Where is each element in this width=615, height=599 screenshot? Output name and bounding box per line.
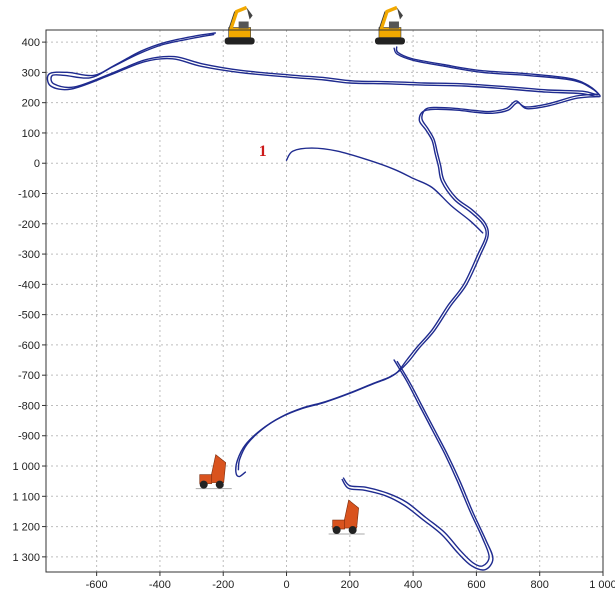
excavator-icon	[374, 5, 405, 45]
truck-wheel	[348, 526, 357, 535]
y-tick-label: -200	[18, 219, 40, 231]
track-line-4	[237, 93, 598, 471]
y-tick-label: -700	[18, 370, 40, 382]
track-line-6	[342, 359, 490, 567]
y-tick-label: -600	[18, 340, 40, 352]
y-tick-label: 1 100	[12, 491, 40, 503]
y-tick-label: -300	[18, 249, 40, 261]
excavator-arm-edge	[378, 11, 386, 30]
y-tick-label: -800	[18, 400, 40, 412]
y-tick-label: 300	[22, 67, 40, 79]
x-tick-label: -600	[86, 579, 108, 591]
truck-wheel	[215, 480, 224, 489]
plot-frame	[45, 29, 604, 573]
track-line-1	[46, 32, 601, 98]
y-tick-label: -400	[18, 279, 40, 291]
excavator-tracks	[374, 37, 405, 45]
excavator-tracks	[224, 37, 255, 45]
axes: -600 -400 -200 0 200 400 600 800 1 000 400 300 200 1…	[12, 29, 615, 591]
y-tick-label: -900	[18, 431, 40, 443]
excavator-bucket	[396, 7, 403, 20]
grid	[46, 30, 604, 572]
dump-truck-icon	[328, 499, 365, 535]
x-tick-label: 800	[531, 579, 549, 591]
y-tick-label: -500	[18, 310, 40, 322]
point-label: 1	[259, 143, 267, 160]
y-tick-label: -100	[18, 189, 40, 201]
y-tick-label: 100	[22, 128, 40, 140]
x-tick-label: -400	[149, 579, 171, 591]
excavator-cab	[238, 21, 249, 29]
x-tick-label: -200	[212, 579, 234, 591]
truck-wheel	[199, 480, 208, 489]
excavator-icon	[224, 5, 255, 45]
track-line-7	[341, 360, 494, 571]
track-series	[46, 32, 601, 571]
y-tick-label: 1 200	[12, 522, 40, 534]
annotations: 1	[259, 143, 267, 160]
x-tick-label: 0	[283, 579, 289, 591]
y-tick-label: 1 300	[12, 552, 40, 564]
excavator-bucket	[246, 7, 253, 20]
y-tick-label: 1 000	[12, 461, 40, 473]
truck-dump-bed	[209, 454, 227, 483]
truck-dump-bed	[342, 499, 359, 529]
excavator-arm	[379, 5, 398, 31]
excavator-cab	[388, 21, 399, 29]
dump-truck-icon	[195, 454, 232, 490]
excavator-arm-edge	[228, 11, 236, 30]
truck-wheel	[332, 526, 341, 535]
y-tick-label: 400	[22, 37, 40, 49]
y-tick-label: 200	[22, 98, 40, 110]
equipment-markers	[195, 5, 405, 535]
track-line-2	[50, 33, 600, 96]
excavator-arm	[228, 5, 248, 31]
x-tick-label: 1 000	[589, 579, 615, 591]
x-tick-label: 600	[467, 579, 485, 591]
x-tick-label: 200	[341, 579, 359, 591]
y-tick-label: 0	[34, 158, 40, 170]
x-tick-label: 400	[404, 579, 422, 591]
track-line-5	[285, 147, 484, 234]
